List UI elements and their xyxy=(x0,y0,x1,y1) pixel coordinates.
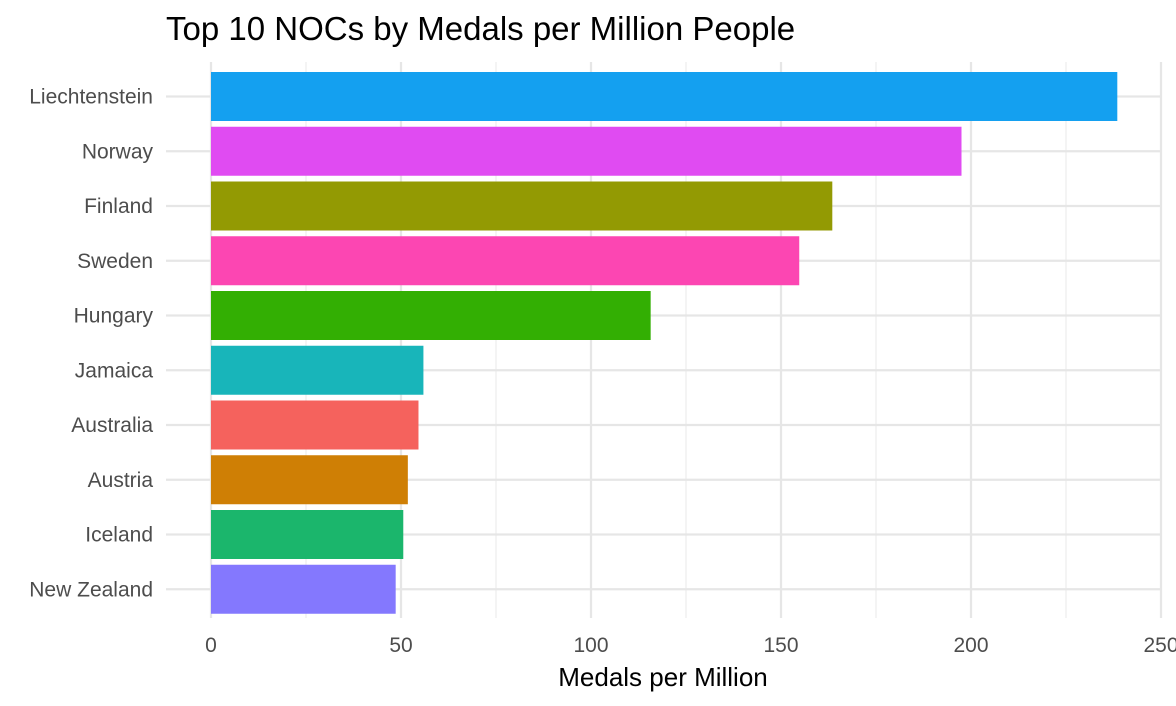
category-label: Liechtenstein xyxy=(29,86,153,109)
bar-jamaica xyxy=(211,345,424,395)
bar-new-zealand xyxy=(211,564,396,614)
x-tick-label: 100 xyxy=(573,634,608,657)
bar-norway xyxy=(211,126,962,176)
category-label: Iceland xyxy=(85,524,153,547)
x-tick-label: 50 xyxy=(389,634,412,657)
x-tick-label: 200 xyxy=(953,634,988,657)
category-label: Jamaica xyxy=(75,359,154,382)
bar-australia xyxy=(211,400,419,450)
category-label: Hungary xyxy=(74,305,154,328)
category-label: Finland xyxy=(84,195,153,218)
x-tick-label: 250 xyxy=(1143,634,1176,657)
bar-liechtenstein xyxy=(211,72,1118,121)
category-labels: Liechtenstein Norway Finland Sweden Hungary J… xyxy=(29,86,153,602)
x-axis-title: Medals per Million xyxy=(558,662,768,692)
bar-sweden xyxy=(211,236,800,286)
bars xyxy=(211,72,1118,614)
x-tick-label: 0 xyxy=(205,634,217,657)
x-axis-tick-labels: 0 50 100 150 200 250 xyxy=(205,634,1176,657)
category-label: Australia xyxy=(71,414,153,437)
x-tick-label: 150 xyxy=(763,634,798,657)
bar-iceland xyxy=(211,510,404,559)
category-label: Sweden xyxy=(77,250,153,273)
chart-title: Top 10 NOCs by Medals per Million People xyxy=(166,10,795,47)
category-label: Austria xyxy=(88,469,154,492)
bar-hungary xyxy=(211,291,651,340)
category-label: New Zealand xyxy=(29,578,153,601)
bar-finland xyxy=(211,181,833,231)
category-label: Norway xyxy=(82,140,154,163)
bar-austria xyxy=(211,455,408,505)
